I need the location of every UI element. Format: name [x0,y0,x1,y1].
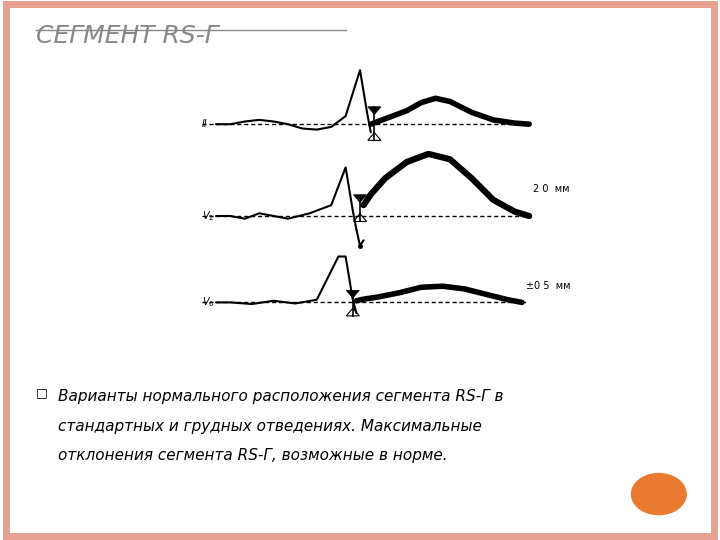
Text: СЕГМЕНТ RS-Г: СЕГМЕНТ RS-Г [36,24,219,48]
Polygon shape [346,291,359,298]
Text: $V_6$: $V_6$ [202,295,214,309]
Polygon shape [368,133,381,140]
Text: стандартных и грудных отведениях. Максимальные: стандартных и грудных отведениях. Максим… [58,418,482,434]
Circle shape [631,474,686,515]
Polygon shape [354,195,366,202]
Text: ±0 5  мм: ±0 5 мм [526,281,570,291]
Polygon shape [368,107,381,114]
Text: □: □ [36,386,48,399]
Text: отклонения сегмента RS-Г, возможные в норме.: отклонения сегмента RS-Г, возможные в но… [58,448,447,463]
Text: $V_2$: $V_2$ [202,209,214,223]
Text: II: II [202,119,207,129]
Text: 2 0  мм: 2 0 мм [533,184,570,194]
Polygon shape [354,214,366,221]
Polygon shape [346,308,359,316]
Text: Варианты нормального расположения сегмента RS-Г в: Варианты нормального расположения сегмен… [58,389,503,404]
